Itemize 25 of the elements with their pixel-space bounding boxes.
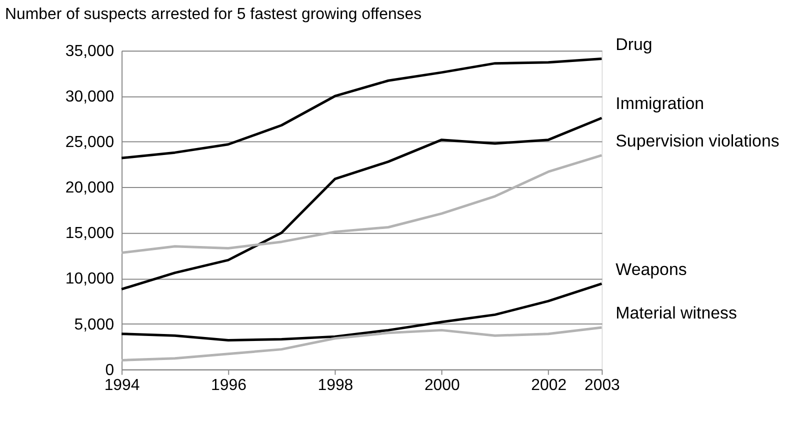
- line-series: [120, 326, 603, 362]
- series-label: Immigration: [616, 94, 704, 113]
- series-label: Drug: [616, 34, 652, 54]
- line-series: [120, 282, 603, 342]
- line-series: [120, 116, 603, 290]
- y-tick-label: 20,000: [65, 180, 114, 197]
- series-label: Supervision violations: [616, 131, 780, 150]
- y-tick-label: 10,000: [65, 270, 114, 288]
- x-tick-label: 2002: [531, 376, 567, 394]
- x-tick-label: 1994: [104, 376, 140, 394]
- line-series: [120, 154, 603, 254]
- x-tick-label: 2000: [424, 376, 460, 394]
- y-tick-label: 30,000: [65, 88, 114, 106]
- y-tick-label: 15,000: [65, 225, 114, 242]
- series-label: Weapons: [616, 260, 687, 279]
- y-tick-label: 35,000: [65, 43, 114, 60]
- y-tick-label: 0: [105, 362, 114, 379]
- x-tick-label: 1996: [211, 376, 247, 394]
- y-tick-label: 25,000: [65, 134, 114, 152]
- y-tick-label: 5,000: [74, 316, 114, 334]
- series-label: Material witness: [616, 303, 737, 322]
- chart-title: Number of suspects arrested for 5 fastest growing offenses: [5, 6, 422, 23]
- line-series: [120, 58, 603, 160]
- x-tick-label: 2003: [584, 376, 620, 394]
- x-tick-label: 1998: [318, 376, 354, 394]
